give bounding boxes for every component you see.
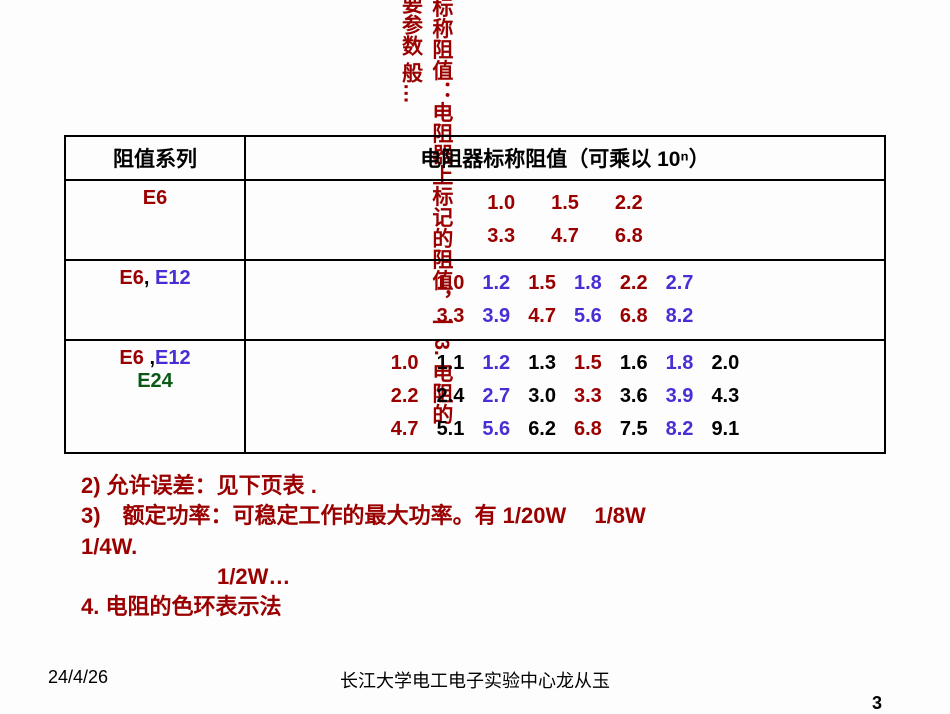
value-token: 3.3 bbox=[478, 220, 524, 253]
series-cell: E6 ,E12E24 bbox=[65, 340, 245, 453]
value-token: 1.5 bbox=[565, 347, 611, 380]
table-header-row: 阻值系列 电阻器标称阻值（可乘以 10ⁿ） bbox=[65, 136, 885, 180]
value-token: 1.6 bbox=[611, 347, 657, 380]
value-token: 4.7 bbox=[519, 300, 565, 333]
header-values: 电阻器标称阻值（可乘以 10ⁿ） bbox=[245, 136, 885, 180]
series-token: E6 bbox=[143, 187, 167, 209]
table-row: E6 ,E12E24 1.01.11.21.31.51.61.82.0 2.22.4… bbox=[65, 340, 885, 453]
value-token: 5.6 bbox=[565, 300, 611, 333]
series-cell: E6 bbox=[65, 180, 245, 260]
series-token: E12 bbox=[155, 267, 191, 289]
value-token: 2.2 bbox=[611, 267, 657, 300]
table-row: E6 1.0 1.5 2.2 3.3 4.7 6.8 bbox=[65, 180, 885, 260]
series-token: E24 bbox=[137, 370, 173, 392]
value-token: 1.5 bbox=[519, 267, 565, 300]
value-token: 6.8 bbox=[611, 300, 657, 333]
value-token: 3.3 bbox=[428, 300, 474, 333]
series-cell: E6, E12 bbox=[65, 260, 245, 340]
value-token: 1.0 bbox=[382, 347, 428, 380]
footer-page-number: 3 bbox=[872, 693, 882, 714]
table-body: E61.0 1.5 2.23.3 4.7 6.8E6, E121.01.21.5… bbox=[65, 180, 885, 453]
slide-page: 2) 标称阻值：电阻器上标记的阻值，一 3. 电阻的主要参数 般… 阻值系列 电… bbox=[0, 0, 950, 713]
note-line-3a: 3) 额定功率：可稳定工作的最大功率。有 1/20W 1/8W bbox=[81, 503, 646, 528]
header-series: 阻值系列 bbox=[65, 136, 245, 180]
value-token: 2.2 bbox=[382, 380, 428, 413]
value-token: 5.1 bbox=[428, 413, 474, 446]
value-token: 8.2 bbox=[657, 300, 703, 333]
value-token: 1.8 bbox=[565, 267, 611, 300]
note-line-3c: 1/2W… bbox=[81, 562, 871, 592]
value-token: 2.0 bbox=[702, 347, 748, 380]
value-token: 1.0 bbox=[428, 267, 474, 300]
note-line-2: 2) 允许误差：见下页表 . bbox=[81, 473, 317, 498]
series-token: , bbox=[144, 267, 155, 289]
note-line-4: 4. 电阻的色环表示法 bbox=[81, 594, 281, 619]
value-token: 3.3 bbox=[565, 380, 611, 413]
notes-block: 2) 允许误差：见下页表 . 3) 额定功率：可稳定工作的最大功率。有 1/20… bbox=[81, 471, 871, 623]
note-line-3b: 1/4W. bbox=[81, 534, 137, 559]
value-token: 8.2 bbox=[657, 413, 703, 446]
value-token: 9.1 bbox=[702, 413, 748, 446]
value-token: 1.2 bbox=[473, 347, 519, 380]
series-token: E6 bbox=[119, 347, 149, 369]
value-token: 6.8 bbox=[565, 413, 611, 446]
value-token: 4.7 bbox=[542, 220, 588, 253]
value-token: 2.7 bbox=[473, 380, 519, 413]
value-token: 1.1 bbox=[428, 347, 474, 380]
values-cell: 1.01.21.51.82.22.7 3.33.94.75.66.88.2 bbox=[245, 260, 885, 340]
value-token: 6.8 bbox=[606, 220, 652, 253]
value-token: 1.5 bbox=[542, 187, 588, 220]
footer-center: 长江大学电工电子实验中心龙从玉 bbox=[0, 667, 950, 693]
value-token: 1.3 bbox=[519, 347, 565, 380]
resistor-series-table: 阻值系列 电阻器标称阻值（可乘以 10ⁿ） E6 1.0 1.5 2.2 3.3 4… bbox=[64, 135, 886, 454]
value-token: 3.6 bbox=[611, 380, 657, 413]
value-token: 5.6 bbox=[473, 413, 519, 446]
series-token: E12 bbox=[155, 347, 191, 369]
value-token: 1.2 bbox=[473, 267, 519, 300]
footer: 24/4/26 长江大学电工电子实验中心龙从玉 3 bbox=[0, 667, 950, 693]
value-token: 2.2 bbox=[606, 187, 652, 220]
value-token: 2.7 bbox=[657, 267, 703, 300]
value-token: 6.2 bbox=[519, 413, 565, 446]
value-token: 7.5 bbox=[611, 413, 657, 446]
value-token: 4.3 bbox=[702, 380, 748, 413]
values-cell: 1.0 1.5 2.2 3.3 4.7 6.8 bbox=[245, 180, 885, 260]
value-token: 4.7 bbox=[382, 413, 428, 446]
value-token: 1.0 bbox=[478, 187, 524, 220]
value-token: 3.9 bbox=[657, 380, 703, 413]
table-row: E6, E12 1.01.21.51.82.22.7 3.33.94.75.66.8… bbox=[65, 260, 885, 340]
values-cell: 1.01.11.21.31.51.61.82.02.22.42.73.03.33… bbox=[245, 340, 885, 453]
value-token: 1.8 bbox=[657, 347, 703, 380]
series-token: E6 bbox=[119, 267, 143, 289]
value-token: 2.4 bbox=[428, 380, 474, 413]
footer-date: 24/4/26 bbox=[48, 667, 108, 688]
value-token: 3.9 bbox=[473, 300, 519, 333]
value-token: 3.0 bbox=[519, 380, 565, 413]
